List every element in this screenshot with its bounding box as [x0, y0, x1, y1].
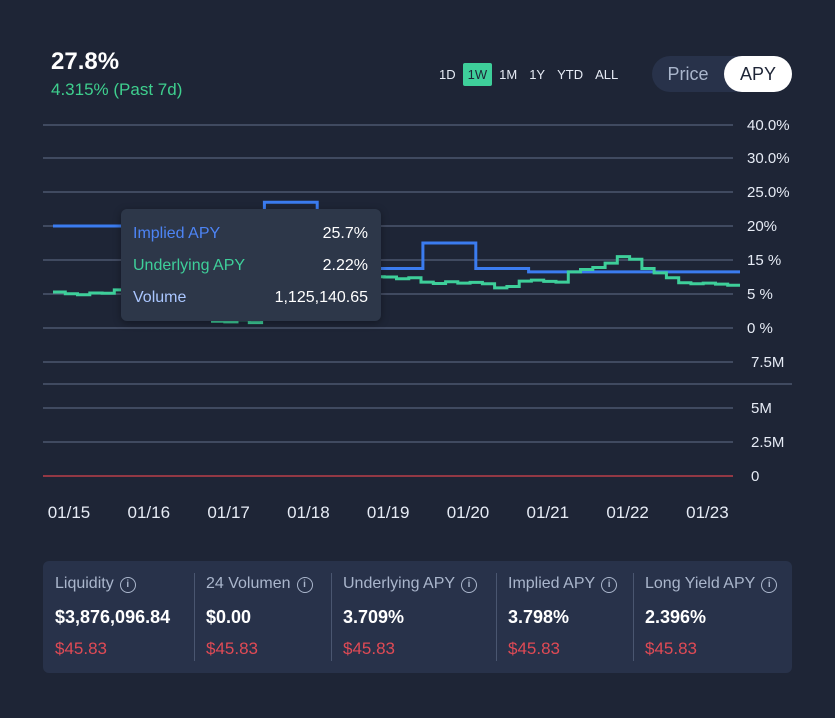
- stat-value: $3,876,096.84: [55, 607, 171, 627]
- stat-divider: [633, 573, 634, 661]
- stat-value: $0.00: [206, 607, 252, 627]
- y-tick-label: 0 %: [747, 320, 773, 337]
- tooltip-volume-value: 1,125,140.65: [274, 289, 368, 306]
- stat-title: Implied APY i: [508, 575, 618, 593]
- stat-title: Underlying APY i: [343, 575, 478, 593]
- x-tick-label: 01/16: [128, 503, 171, 522]
- stat-title: Long Yield APY i: [645, 575, 778, 593]
- current-apy-value: 27.8%: [51, 48, 120, 75]
- apy-change-7d: 4.315% (Past 7d): [51, 80, 183, 99]
- stat-title: 24 Volumen i: [206, 575, 313, 593]
- stat-sub-value: $45.83: [343, 639, 395, 658]
- tooltip-underlying-label: Underlying APY: [133, 257, 246, 274]
- y-tick-label: 2.5M: [751, 434, 784, 451]
- range-1d[interactable]: 1D: [439, 67, 456, 82]
- stat-title: Liquidity i: [55, 575, 136, 593]
- info-icon[interactable]: i: [761, 577, 778, 593]
- x-tick-label: 01/19: [367, 503, 410, 522]
- x-tick-label: 01/15: [48, 503, 91, 522]
- info-icon[interactable]: i: [119, 577, 136, 593]
- time-range-selector: 1D 1W 1M 1Y YTD ALL: [434, 63, 625, 86]
- stat-divider: [331, 573, 332, 661]
- stat-sub-value: $45.83: [206, 639, 258, 658]
- y-tick-label: 20%: [747, 218, 777, 235]
- y-tick-label: 40.0%: [747, 117, 790, 134]
- x-tick-label: 01/22: [606, 503, 649, 522]
- tooltip-row-volume: Volume 1,125,140.65: [133, 289, 368, 307]
- tooltip-implied-value: 25.7%: [322, 225, 368, 242]
- price-apy-toggle: Price APY: [652, 56, 792, 92]
- x-tick-label: 01/17: [207, 503, 250, 522]
- stat-value: 2.396%: [645, 607, 707, 627]
- tooltip-row-underlying: Underlying APY 2.22%: [133, 257, 368, 275]
- y-tick-label: 5M: [751, 400, 772, 417]
- info-icon[interactable]: i: [601, 577, 618, 593]
- stat-divider: [194, 573, 195, 661]
- stat-sub-value: $45.83: [645, 639, 697, 658]
- info-icon[interactable]: i: [461, 577, 478, 593]
- y-tick-label: 25.0%: [747, 184, 790, 201]
- tooltip-implied-label: Implied APY: [133, 225, 221, 242]
- x-tick-label: 01/21: [527, 503, 570, 522]
- range-ytd[interactable]: YTD: [557, 67, 584, 82]
- y-tick-label: 5 %: [747, 286, 773, 303]
- x-tick-label: 01/23: [686, 503, 729, 522]
- tooltip-volume-label: Volume: [133, 289, 187, 306]
- y-tick-label: 0: [751, 468, 759, 485]
- x-tick-label: 01/20: [447, 503, 490, 522]
- range-1w[interactable]: 1W: [462, 63, 493, 86]
- stat-value: 3.798%: [508, 607, 570, 627]
- chart-tooltip: Implied APY 25.7% Underlying APY 2.22% V…: [121, 209, 381, 321]
- stat-sub-value: $45.83: [508, 639, 560, 658]
- tooltip-row-implied: Implied APY 25.7%: [133, 225, 368, 243]
- stats-panel: Liquidity i $3,876,096.84 $45.83 24 Volum…: [43, 561, 792, 673]
- stat-sub-value: $45.83: [55, 639, 107, 658]
- y-tick-label: 15 %: [747, 252, 781, 269]
- y-tick-label: 7.5M: [751, 354, 784, 371]
- stat-divider: [496, 573, 497, 661]
- info-icon[interactable]: i: [296, 577, 313, 593]
- range-1m[interactable]: 1M: [499, 67, 518, 82]
- y-tick-label: 30.0%: [747, 150, 790, 167]
- range-1y[interactable]: 1Y: [529, 67, 546, 82]
- toggle-apy[interactable]: APY: [724, 56, 792, 92]
- stat-value: 3.709%: [343, 607, 405, 627]
- toggle-price[interactable]: Price: [667, 64, 709, 84]
- x-tick-label: 01/18: [287, 503, 330, 522]
- tooltip-underlying-value: 2.22%: [322, 257, 368, 274]
- range-all[interactable]: ALL: [595, 67, 619, 82]
